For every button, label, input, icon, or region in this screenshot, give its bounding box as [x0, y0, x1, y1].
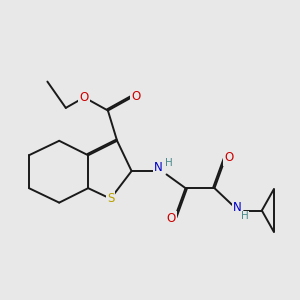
Text: H: H — [164, 158, 172, 168]
Text: O: O — [80, 91, 89, 104]
Text: N: N — [154, 161, 163, 174]
Text: S: S — [107, 192, 114, 205]
Text: O: O — [167, 212, 176, 225]
Text: N: N — [232, 201, 241, 214]
Text: H: H — [241, 211, 249, 221]
Text: O: O — [224, 152, 234, 164]
Text: O: O — [131, 90, 140, 103]
